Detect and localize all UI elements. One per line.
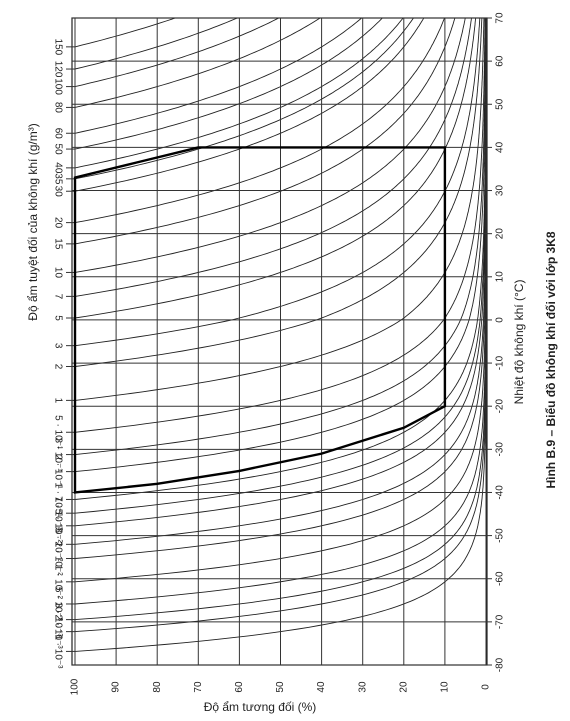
humidity-tick-label: 15 — [52, 238, 63, 250]
humidity-tick-label: 50 — [52, 144, 63, 156]
humidity-tick-label: 35 — [52, 173, 63, 185]
humidity-tick-label: 150 — [52, 39, 63, 56]
humidity-curve — [74, 18, 404, 169]
humidity-tick-label: 120 — [52, 61, 63, 78]
humidity-curve — [74, 18, 321, 108]
humidity-tick-label: 5 · 10⁻³ — [52, 587, 63, 622]
x-tick-label: 10 — [440, 681, 451, 693]
y-tick-label: 20 — [495, 228, 506, 240]
humidity-curve — [74, 18, 483, 367]
humidity-tick-label: 2 · 10⁻¹ — [52, 455, 63, 490]
humidity-curve — [74, 18, 415, 180]
humidity-curve — [74, 18, 445, 224]
x-tick-label: 70 — [193, 681, 204, 693]
humidity-tick-label: 2 — [52, 364, 63, 370]
humidity-tick-label: 5 · 10⁻² — [52, 509, 63, 544]
plot-frame — [71, 17, 488, 666]
humidity-tick-label: 60 — [52, 128, 63, 140]
humidity-curve — [74, 18, 280, 88]
y-tick-label: 10 — [495, 271, 506, 283]
y-tick-label: 60 — [495, 55, 506, 67]
y-tick-label: -20 — [495, 399, 506, 414]
y-tick-label: -40 — [495, 485, 506, 500]
y-tick-label: 40 — [495, 141, 506, 153]
y-tick-label: -60 — [495, 571, 506, 586]
humidity-tick-label: 3 · 10⁻¹ — [52, 437, 63, 472]
x-axis-label: Độ ẩm tương đối (%) — [204, 700, 317, 714]
humidity-tick-label: 20 — [52, 217, 63, 229]
humidity-curve — [74, 18, 383, 150]
x-tick-label: 30 — [357, 681, 368, 693]
x-tick-label: 100 — [70, 678, 81, 695]
humidity-tick-label: 80 — [52, 102, 63, 114]
y-tick-label: -10 — [495, 355, 506, 370]
humidity-tick-label: 1 · 10⁻¹ — [52, 482, 63, 517]
x-tick-label: 90 — [111, 681, 122, 693]
humidity-curve — [74, 18, 472, 297]
humidity-tick-label: 100 — [52, 78, 63, 95]
y-tick-label: 50 — [495, 98, 506, 110]
humidity-tick-label: 7 · 10⁻² — [52, 496, 63, 531]
humidity-curve — [74, 18, 177, 48]
humidity-tick-label: 5 — [52, 315, 63, 321]
x-tick-label: 20 — [398, 681, 409, 693]
y-tick-label: 30 — [495, 185, 506, 197]
humidity-tick-label: 5 · 10⁻¹ — [52, 415, 63, 450]
humidity-axis-label: Độ ẩm tuyệt đối của không khí (g/m³) — [26, 123, 40, 320]
x-tick-label: 60 — [234, 681, 245, 693]
humidity-tick-label: 3 · 10⁻² — [52, 527, 63, 562]
y-tick-label: 0 — [495, 317, 506, 323]
class-boundary — [73, 146, 447, 494]
humidity-tick-label: 7 — [52, 294, 63, 300]
y-tick-label: 70 — [495, 12, 506, 24]
humidity-tick-label: 10 — [52, 267, 63, 279]
humidity-curve — [74, 18, 466, 273]
x-tick-label: 40 — [316, 681, 327, 693]
chart-title: Hình B.9 – Biểu đồ không khí đối với lớp… — [544, 231, 558, 488]
humidity-tick-label: 1 · 10⁻³ — [52, 634, 63, 669]
y-axis-label: Nhiệt độ không khí (°C) — [512, 280, 526, 405]
humidity-tick-label: 1 · 10⁻² — [52, 565, 63, 600]
humidity-curve — [74, 18, 239, 70]
humidity-tick-label: 40 — [52, 162, 63, 174]
humidity-tick-label: 3 · 10⁻³ — [52, 603, 63, 638]
humidity-curve — [74, 18, 477, 319]
humidity-tick-label: 2 · 10⁻³ — [52, 615, 63, 650]
humidity-tick-label: 2 · 10⁻² — [52, 541, 63, 576]
x-tick-label: 50 — [275, 681, 286, 693]
humidity-tick-label: 30 — [52, 186, 63, 198]
humidity-curve — [74, 18, 487, 473]
humidity-tick-label: 1 — [52, 398, 63, 404]
x-tick-label: 80 — [152, 681, 163, 693]
x-tick-label: 0 — [481, 684, 492, 690]
humidity-tick-label: 3 — [52, 343, 63, 349]
humidity-curve — [74, 18, 456, 245]
y-tick-label: -30 — [495, 442, 506, 457]
humidity-curve — [74, 18, 363, 134]
humidity-curve — [74, 18, 486, 456]
y-tick-label: -80 — [495, 657, 506, 672]
y-tick-label: -70 — [495, 614, 506, 629]
humidity-curve — [74, 18, 485, 401]
y-tick-label: -50 — [495, 528, 506, 543]
humidity-curve — [74, 18, 481, 347]
